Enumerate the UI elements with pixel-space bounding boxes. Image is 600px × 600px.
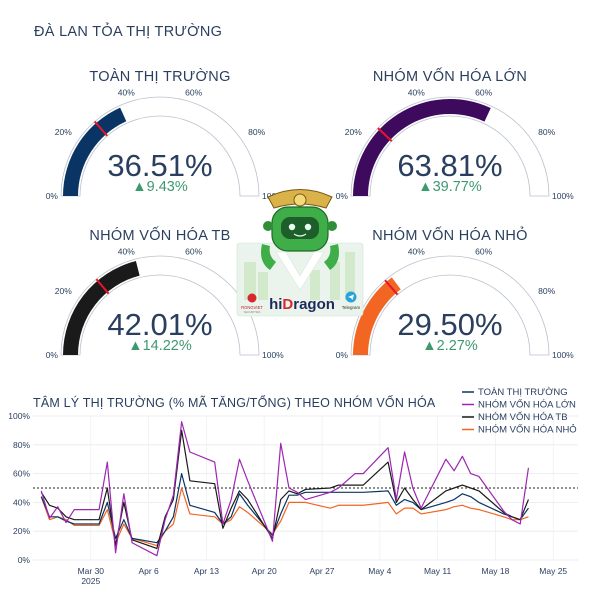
gauge-tick-label: 20% [345, 127, 362, 137]
robot-face-icon [281, 217, 319, 239]
y-tick-label: 40% [13, 497, 30, 507]
series-line [40, 421, 530, 557]
gauge-title: NHÓM VỐN HÓA NHỎ [372, 226, 527, 244]
gauge-tick-label: 40% [118, 246, 135, 256]
robot-ear-icon [327, 221, 337, 231]
y-tick-label: 20% [13, 526, 30, 536]
telegram-label: Telegram [342, 305, 361, 310]
robot-arm-icon [324, 244, 339, 270]
gauge-delta: ▲9.43% [132, 179, 188, 195]
gauge-title: TOÀN THỊ TRƯỜNG [89, 68, 230, 85]
gauge-tick-label: 80% [538, 286, 555, 296]
gauge-threshold-marker [93, 120, 108, 137]
gauge-tick-label: 100% [552, 350, 574, 360]
y-tick-label: 0% [18, 555, 31, 565]
gauge-tick-label: 40% [118, 87, 135, 97]
gauge-delta: ▲2.27% [422, 338, 478, 354]
robot-ear-icon [263, 221, 273, 231]
gauge-2: 0% 20% 40% 60% 80% 100% NHÓM VỐN HÓA LỚN 63.81%… [336, 67, 574, 201]
logo-bar [258, 272, 268, 300]
series-line [40, 429, 530, 550]
x-tick-label: Apr 13 [194, 566, 219, 576]
robot-eye-icon [304, 223, 312, 231]
x-tick-label: 2025 [81, 576, 100, 586]
gauge-track [350, 255, 550, 356]
gauge-tick-label: 80% [538, 127, 555, 137]
helmet-crest-icon [293, 193, 307, 207]
legend-label: TOÀN THỊ TRƯỜNG [478, 387, 568, 398]
gauge-tick-label: 60% [475, 87, 492, 97]
gauge-value: 29.50% [397, 307, 502, 342]
legend-label: NHÓM VỐN HÓA NHỎ [478, 424, 577, 436]
robot-mouth-icon [293, 233, 307, 237]
gauge-tick-label: 60% [185, 246, 202, 256]
logo-bar [345, 252, 355, 300]
gauge-tick-label: 100% [552, 191, 574, 201]
rongviet-sub-text: SECURITIES [244, 310, 261, 314]
gauge-tick-label: 60% [475, 246, 492, 256]
gauge-delta: ▲39.77% [418, 179, 482, 195]
x-tick-label: May 4 [368, 566, 391, 576]
gauge-title: NHÓM VỐN HÓA LỚN [373, 67, 527, 85]
robot-eye-icon [288, 223, 296, 231]
rongviet-text: RONGVIET [241, 305, 263, 310]
gauge-1: 0%20%40%60%80%100%TOÀN THỊ TRƯỜNG36.51%▲… [46, 68, 284, 201]
gauge-tick-label: 40% [408, 246, 425, 256]
legend-label: NHÓM VỐN HÓA TB [478, 411, 568, 423]
gauge-tick-label: 80% [248, 127, 265, 137]
y-tick-label: 100% [8, 411, 30, 421]
legend-label: NHÓM VỐN HÓA LỚN [478, 399, 576, 411]
x-tick-label: May 18 [481, 566, 509, 576]
gauge-tick-label: 20% [55, 286, 72, 296]
gauge-title: NHÓM VỐN HÓA TB [89, 226, 230, 244]
gauge-tick-label: 40% [408, 87, 425, 97]
gauge-tick-label: 0% [336, 191, 349, 201]
gauge-tick-label: 0% [336, 350, 349, 360]
logo-bar [310, 270, 320, 300]
gauge-value: 42.01% [107, 307, 212, 342]
gauge-bar [63, 107, 127, 196]
gauge-threshold-marker [377, 127, 393, 142]
gauge-tick-label: 0% [46, 350, 59, 360]
gauge-threshold-marker [384, 279, 399, 296]
y-tick-label: 60% [13, 469, 30, 479]
gauge-value: 63.81% [397, 148, 502, 183]
x-tick-label: Apr 27 [309, 566, 334, 576]
logo-bar [244, 262, 256, 300]
gauge-tick-label: 100% [262, 350, 284, 360]
x-tick-label: Apr 6 [138, 566, 159, 576]
gauge-tick-label: 0% [46, 191, 59, 201]
gauge-bar [63, 261, 140, 355]
gauge-value: 36.51% [107, 148, 212, 183]
logo-bar [330, 262, 340, 300]
robot-body-icon [275, 251, 325, 291]
x-tick-label: Mar 30 [78, 566, 105, 576]
gauge-tick-label: 60% [185, 87, 202, 97]
telegram-plane-icon [348, 294, 354, 300]
gauge-threshold-marker [95, 278, 110, 295]
gauge-4: 0%20%40%60%80%100%NHÓM VỐN HÓA NHỎ29.50%… [336, 226, 574, 360]
brand-name: hiDragon [269, 296, 335, 313]
y-tick-label: 80% [13, 440, 30, 450]
chart-title: TÂM LÝ THỊ TRƯỜNG (% MÃ TĂNG/TỔNG) THEO … [33, 395, 436, 410]
gauge-bar [353, 277, 401, 355]
rongviet-icon [247, 293, 257, 303]
robot-arm-icon [261, 244, 276, 270]
gauge-bar [353, 99, 491, 196]
page-title: ĐÀ LAN TỎA THỊ TRƯỜNG [34, 24, 223, 40]
x-tick-label: May 25 [539, 566, 567, 576]
x-tick-label: May 11 [424, 566, 452, 576]
sentiment-chart: TÂM LÝ THỊ TRƯỜNG (% MÃ TĂNG/TỔNG) THEO … [8, 387, 578, 586]
gauge-tick-label: 20% [55, 127, 72, 137]
series-line [40, 473, 529, 544]
gauge-delta: ▲14.22% [128, 338, 192, 354]
x-tick-label: Apr 20 [252, 566, 277, 576]
